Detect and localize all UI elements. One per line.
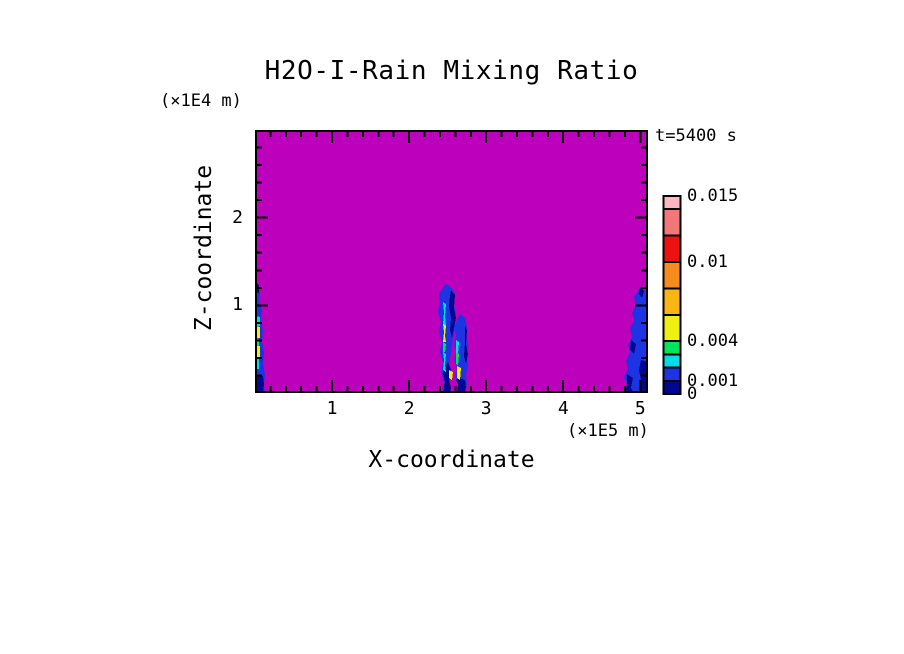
x-tick-label: 5	[634, 398, 646, 419]
colorbar-tick-label: 0	[687, 384, 698, 404]
colorbar-tick-label: 0.001	[687, 370, 739, 391]
colorbar-segment	[662, 287, 682, 316]
x-axis-units-label: (×1E5 m)	[567, 421, 649, 441]
rain-cell-center-a	[438, 284, 456, 393]
colorbar-segment	[662, 366, 682, 382]
x-axis-title: X-coordinate	[368, 447, 535, 473]
colorbar-tick-label: 0.015	[687, 186, 739, 206]
colorbar-tick-label: 0.01	[687, 252, 728, 272]
x-tick-label: 1	[326, 398, 338, 419]
x-tick-label: 3	[480, 398, 492, 419]
plot-frame	[255, 130, 648, 393]
colorbar-segment	[662, 340, 682, 356]
colorbar-segment	[662, 234, 682, 263]
z-tick-label: 2	[232, 206, 243, 228]
colorbar-segment	[662, 353, 682, 369]
colorbar-segment	[662, 313, 682, 343]
colorbar-segment	[662, 195, 682, 211]
contour-plot-area	[255, 130, 648, 393]
x-tick-label: 2	[403, 398, 415, 419]
x-tick-label: 4	[557, 398, 569, 419]
rain-cell-center-b	[454, 314, 468, 393]
z-tick-label: 1	[232, 294, 243, 316]
time-annotation: t=5400 s	[655, 126, 737, 146]
colorbar-tick-label: 0.004	[687, 331, 739, 352]
field-background	[255, 130, 648, 393]
colorbar-segment	[662, 379, 682, 396]
z-axis-units-label: (×1E4 m)	[160, 91, 242, 111]
chart-title: H2O-I-Rain Mixing Ratio	[264, 56, 639, 86]
colorbar-segment	[662, 208, 682, 237]
colorbar	[662, 195, 682, 396]
colorbar-segment	[662, 261, 682, 290]
